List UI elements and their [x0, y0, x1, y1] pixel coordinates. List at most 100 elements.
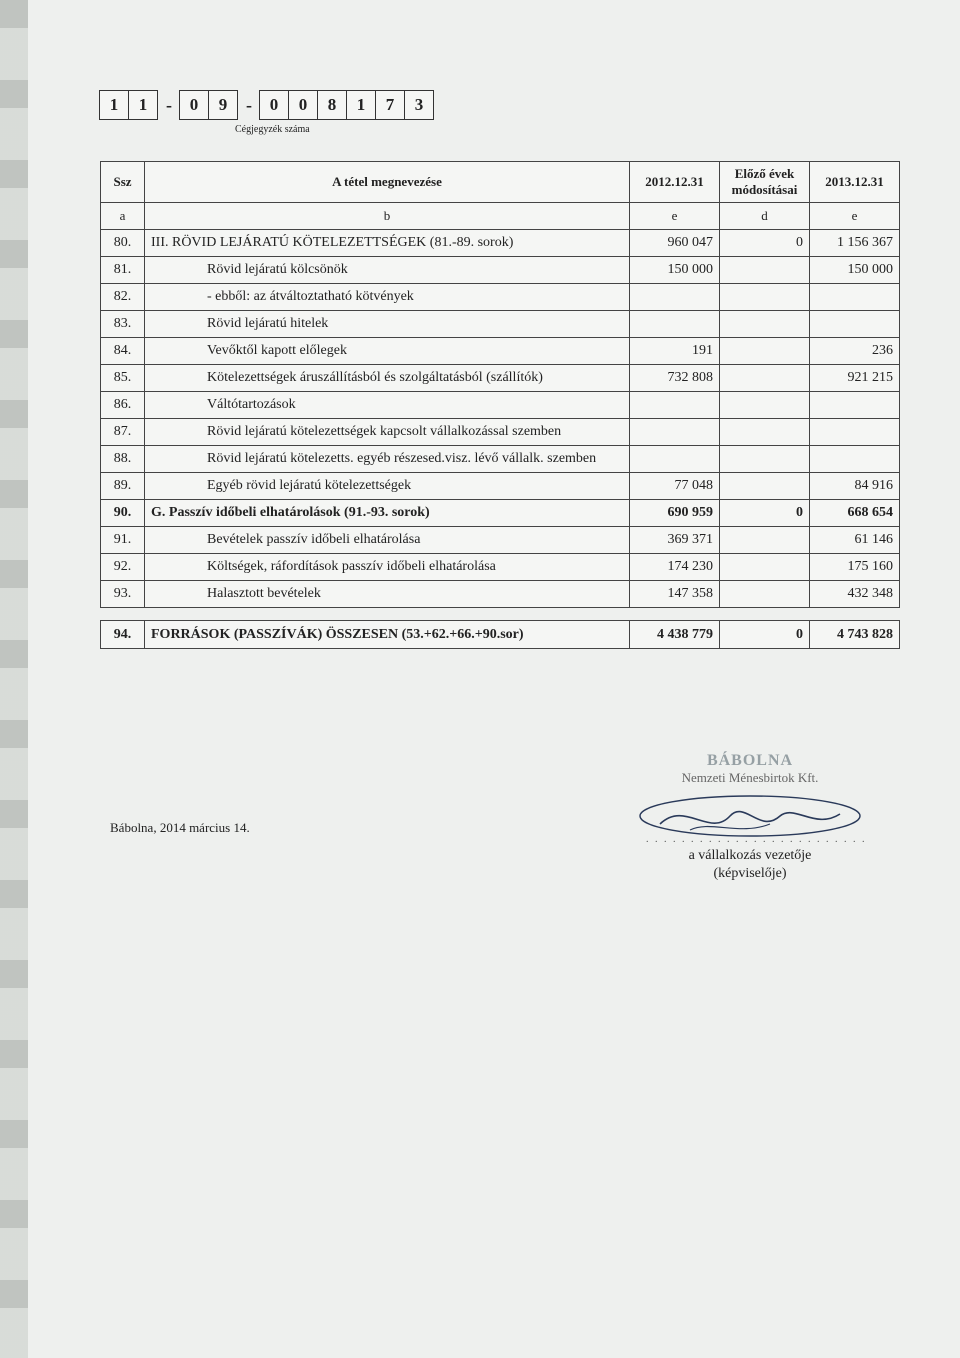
row-prev-value: 732 808 — [630, 365, 720, 392]
reg-separator: - — [158, 90, 180, 120]
subheader-a: a — [101, 203, 145, 230]
signature-role-2: (képviselője) — [620, 866, 880, 882]
row-curr-value: 61 146 — [810, 527, 900, 554]
row-name: Rövid lejáratú kötelezettségek kapcsolt … — [145, 419, 630, 446]
row-ssz: 90. — [101, 500, 145, 527]
row-ssz: 83. — [101, 311, 145, 338]
row-prev-value — [630, 311, 720, 338]
row-mod-value — [720, 365, 810, 392]
row-ssz: 93. — [101, 581, 145, 608]
summary-e1: 4 438 779 — [630, 621, 720, 649]
row-name: Egyéb rövid lejáratú kötelezettségek — [145, 473, 630, 500]
table-row: 85.Kötelezettségek áruszállításból és sz… — [101, 365, 900, 392]
table-row: 91.Bevételek passzív időbeli elhatárolás… — [101, 527, 900, 554]
row-curr-value: 432 348 — [810, 581, 900, 608]
reg-digit: 0 — [288, 90, 318, 120]
row-mod-value — [720, 581, 810, 608]
row-mod-value — [720, 392, 810, 419]
row-curr-value: 84 916 — [810, 473, 900, 500]
reg-digit: 3 — [404, 90, 434, 120]
subheader-d: d — [720, 203, 810, 230]
row-mod-value: 0 — [720, 500, 810, 527]
header-current-year: 2013.12.31 — [810, 162, 900, 203]
row-ssz: 89. — [101, 473, 145, 500]
row-mod-value — [720, 338, 810, 365]
row-curr-value — [810, 446, 900, 473]
row-curr-value: 1 156 367 — [810, 230, 900, 257]
row-ssz: 86. — [101, 392, 145, 419]
registration-caption: Cégjegyzék száma — [235, 124, 900, 135]
row-name: Rövid lejáratú hitelek — [145, 311, 630, 338]
row-prev-value — [630, 284, 720, 311]
table-body: 80.III. RÖVID LEJÁRATÚ KÖTELEZETTSÉGEK (… — [101, 230, 900, 608]
summary-row: 94. FORRÁSOK (PASSZÍVÁK) ÖSSZESEN (53.+6… — [101, 621, 900, 649]
row-prev-value — [630, 419, 720, 446]
signature-block: BÁBOLNA Nemzeti Ménesbirtok Kft. . . . .… — [620, 752, 880, 882]
table-row: 87.Rövid lejáratú kötelezettségek kapcso… — [101, 419, 900, 446]
row-ssz: 91. — [101, 527, 145, 554]
row-mod-value — [720, 419, 810, 446]
row-curr-value — [810, 419, 900, 446]
reg-digit: 1 — [346, 90, 376, 120]
row-prev-value — [630, 392, 720, 419]
spiral-binding-shadow — [0, 0, 28, 1358]
table-row: 81.Rövid lejáratú kölcsönök150 000150 00… — [101, 257, 900, 284]
row-ssz: 92. — [101, 554, 145, 581]
table-row: 92.Költségek, ráfordítások passzív időbe… — [101, 554, 900, 581]
row-mod-value — [720, 473, 810, 500]
balance-sheet-table: Ssz A tétel megnevezése 2012.12.31 Előző… — [100, 161, 900, 608]
row-prev-value: 369 371 — [630, 527, 720, 554]
row-curr-value — [810, 284, 900, 311]
reg-digit: 1 — [99, 90, 129, 120]
table-subheader-row: a b e d e — [101, 203, 900, 230]
header-modifications: Előző évek módosításai — [720, 162, 810, 203]
row-mod-value — [720, 446, 810, 473]
row-name: Váltótartozások — [145, 392, 630, 419]
table-row: 80.III. RÖVID LEJÁRATÚ KÖTELEZETTSÉGEK (… — [101, 230, 900, 257]
summary-table: 94. FORRÁSOK (PASSZÍVÁK) ÖSSZESEN (53.+6… — [100, 620, 900, 649]
row-ssz: 80. — [101, 230, 145, 257]
row-prev-value: 147 358 — [630, 581, 720, 608]
row-mod-value — [720, 311, 810, 338]
table-row: 83.Rövid lejáratú hitelek — [101, 311, 900, 338]
table-header-row: Ssz A tétel megnevezése 2012.12.31 Előző… — [101, 162, 900, 203]
row-name: Költségek, ráfordítások passzív időbeli … — [145, 554, 630, 581]
reg-separator: - — [238, 90, 260, 120]
row-mod-value — [720, 284, 810, 311]
registration-number: 11-09-008173 — [100, 90, 900, 120]
row-name: - ebből: az átváltoztatható kötvények — [145, 284, 630, 311]
row-curr-value: 150 000 — [810, 257, 900, 284]
row-prev-value: 150 000 — [630, 257, 720, 284]
summary-name: FORRÁSOK (PASSZÍVÁK) ÖSSZESEN (53.+62.+6… — [145, 621, 630, 649]
reg-digit: 9 — [208, 90, 238, 120]
row-mod-value: 0 — [720, 230, 810, 257]
document-date: Bábolna, 2014 március 14. — [110, 820, 250, 836]
signature-icon: . . . . . . . . . . . . . . . . . . . . … — [630, 790, 870, 846]
row-name: Rövid lejáratú kötelezetts. egyéb részes… — [145, 446, 630, 473]
row-name: Vevőktől kapott előlegek — [145, 338, 630, 365]
subheader-b: b — [145, 203, 630, 230]
row-curr-value: 921 215 — [810, 365, 900, 392]
row-prev-value: 191 — [630, 338, 720, 365]
row-ssz: 88. — [101, 446, 145, 473]
row-curr-value — [810, 311, 900, 338]
summary-d: 0 — [720, 621, 810, 649]
table-row: 86.Váltótartozások — [101, 392, 900, 419]
reg-digit: 8 — [317, 90, 347, 120]
row-prev-value — [630, 446, 720, 473]
reg-digit: 0 — [179, 90, 209, 120]
row-ssz: 84. — [101, 338, 145, 365]
row-name: Bevételek passzív időbeli elhatárolása — [145, 527, 630, 554]
row-name: Rövid lejáratú kölcsönök — [145, 257, 630, 284]
summary-e2: 4 743 828 — [810, 621, 900, 649]
row-prev-value: 77 048 — [630, 473, 720, 500]
row-curr-value: 236 — [810, 338, 900, 365]
table-row: 84.Vevőktől kapott előlegek191 236 — [101, 338, 900, 365]
row-curr-value: 175 160 — [810, 554, 900, 581]
table-row: 90.G. Passzív időbeli elhatárolások (91.… — [101, 500, 900, 527]
subheader-e2: e — [810, 203, 900, 230]
row-prev-value: 174 230 — [630, 554, 720, 581]
row-ssz: 85. — [101, 365, 145, 392]
svg-text:. . . . . . . . . . . . . . .: . . . . . . . . . . . . . . . . . . . . … — [646, 834, 870, 845]
row-name: III. RÖVID LEJÁRATÚ KÖTELEZETTSÉGEK (81.… — [145, 230, 630, 257]
